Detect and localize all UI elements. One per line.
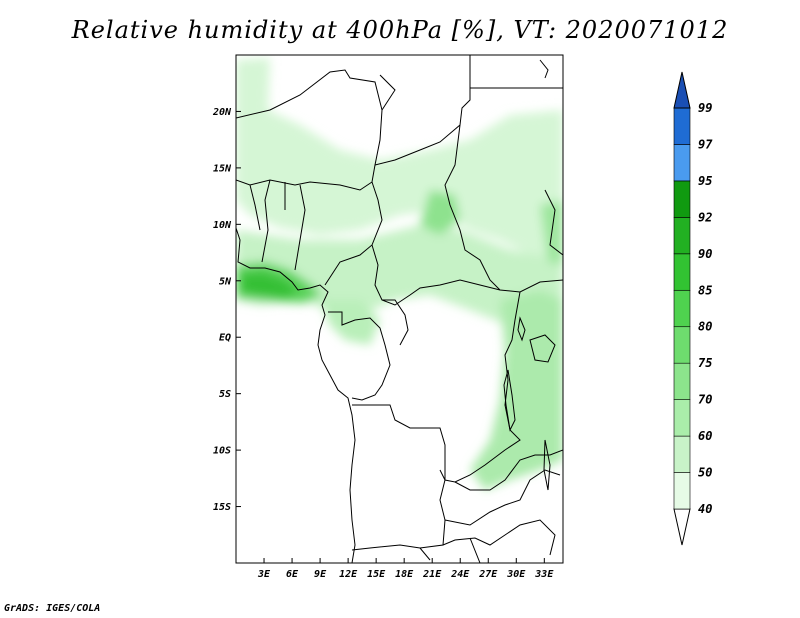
colorbar-segment — [673, 399, 691, 437]
chart-title: Relative humidity at 400hPa [%], VT: 202… — [71, 16, 729, 44]
border-car — [371, 244, 563, 306]
humidity-shading — [236, 58, 563, 490]
lake-victoria — [529, 334, 556, 363]
colorbar-segment — [673, 362, 691, 400]
colorbar-label: 85 — [698, 283, 712, 297]
lon-tick-label: 9E — [314, 569, 327, 580]
border-congo — [328, 311, 391, 401]
border-southern — [419, 519, 556, 563]
coastline-west — [236, 227, 356, 563]
coastlines-borders — [236, 55, 563, 563]
lon-tick-label: 18E — [395, 569, 414, 580]
coastline-east — [539, 59, 549, 79]
lat-tick-label: 5S — [219, 389, 231, 400]
colorbar-segment — [673, 180, 691, 218]
lake-albert — [517, 316, 526, 342]
colorbar-label: 95 — [698, 174, 712, 188]
border-chad — [374, 55, 501, 291]
border-cameroon — [382, 299, 409, 346]
lon-tick-label: 21E — [422, 569, 442, 580]
border-angola — [351, 404, 446, 551]
lake-malawi — [543, 439, 551, 491]
lon-tick-label: 30E — [506, 569, 526, 580]
lat-tick-label: 20N — [212, 107, 232, 118]
border-westafrica — [249, 182, 286, 231]
lat-tick-label: 10S — [213, 446, 231, 457]
humidity-region-coast-core — [240, 272, 300, 298]
lon-tick-label: 3E — [257, 569, 271, 580]
lat-tick-label: 5N — [219, 276, 232, 287]
map-frame — [235, 54, 564, 564]
humidity-region-greatlakes — [470, 290, 563, 490]
colorbar-segment — [673, 289, 691, 328]
border-ethiopia — [544, 189, 563, 256]
lon-tick-label: 27E — [478, 569, 498, 580]
colorbar-label: 70 — [698, 393, 712, 407]
lat-tick-label: 15S — [213, 502, 231, 513]
colorbar-label: 90 — [698, 247, 712, 261]
credit-label: GrADS: IGES/COLA — [4, 603, 101, 614]
lon-tick-label: 6E — [286, 569, 299, 580]
colorbar-segment — [673, 253, 691, 291]
humidity-region-east — [420, 190, 460, 235]
colorbar-segment — [673, 326, 691, 364]
colorbar-low-arrow — [673, 508, 691, 546]
colorbar-label: 75 — [698, 356, 712, 370]
colorbar: 40 50 60 70 75 80 85 90 92 95 97 99 — [673, 71, 713, 546]
colorbar-label: 60 — [698, 429, 712, 443]
colorbar-segment — [673, 217, 691, 255]
lake-tanganyika — [503, 369, 516, 432]
lat-tick-label: 15N — [213, 163, 232, 174]
lat-tick-label: 10N — [213, 220, 232, 231]
colorbar-high-arrow — [673, 71, 691, 109]
colorbar-label: 99 — [698, 101, 712, 115]
colorbar-label: 50 — [698, 466, 712, 480]
humidity-region-cameroon — [320, 300, 380, 345]
lon-tick-label: 24E — [450, 569, 470, 580]
colorbar-segment — [673, 472, 691, 510]
lon-tick-label: 12E — [339, 569, 358, 580]
lat-tick-label: EQ — [219, 333, 231, 344]
lon-tick-label: 15E — [367, 569, 386, 580]
border-drc-east — [439, 291, 521, 483]
lon-axis: 3E 6E 9E 12E 15E 18E 21E 24E 27E 30E 33E — [257, 558, 554, 580]
colorbar-label: 80 — [698, 320, 712, 334]
lon-tick-label: 33E — [534, 569, 554, 580]
lat-axis: 20N 15N 10N 5N EQ 5S 10S 15S — [212, 107, 241, 513]
humidity-region-central — [236, 225, 563, 330]
colorbar-segment — [673, 144, 691, 182]
colorbar-label: 97 — [698, 137, 713, 151]
colorbar-segment — [673, 107, 691, 145]
humidity-region-sahel — [236, 58, 563, 260]
border-niger — [236, 69, 383, 191]
colorbar-segment — [673, 435, 691, 473]
colorbar-label: 40 — [698, 502, 712, 516]
colorbar-label: 92 — [698, 210, 712, 224]
